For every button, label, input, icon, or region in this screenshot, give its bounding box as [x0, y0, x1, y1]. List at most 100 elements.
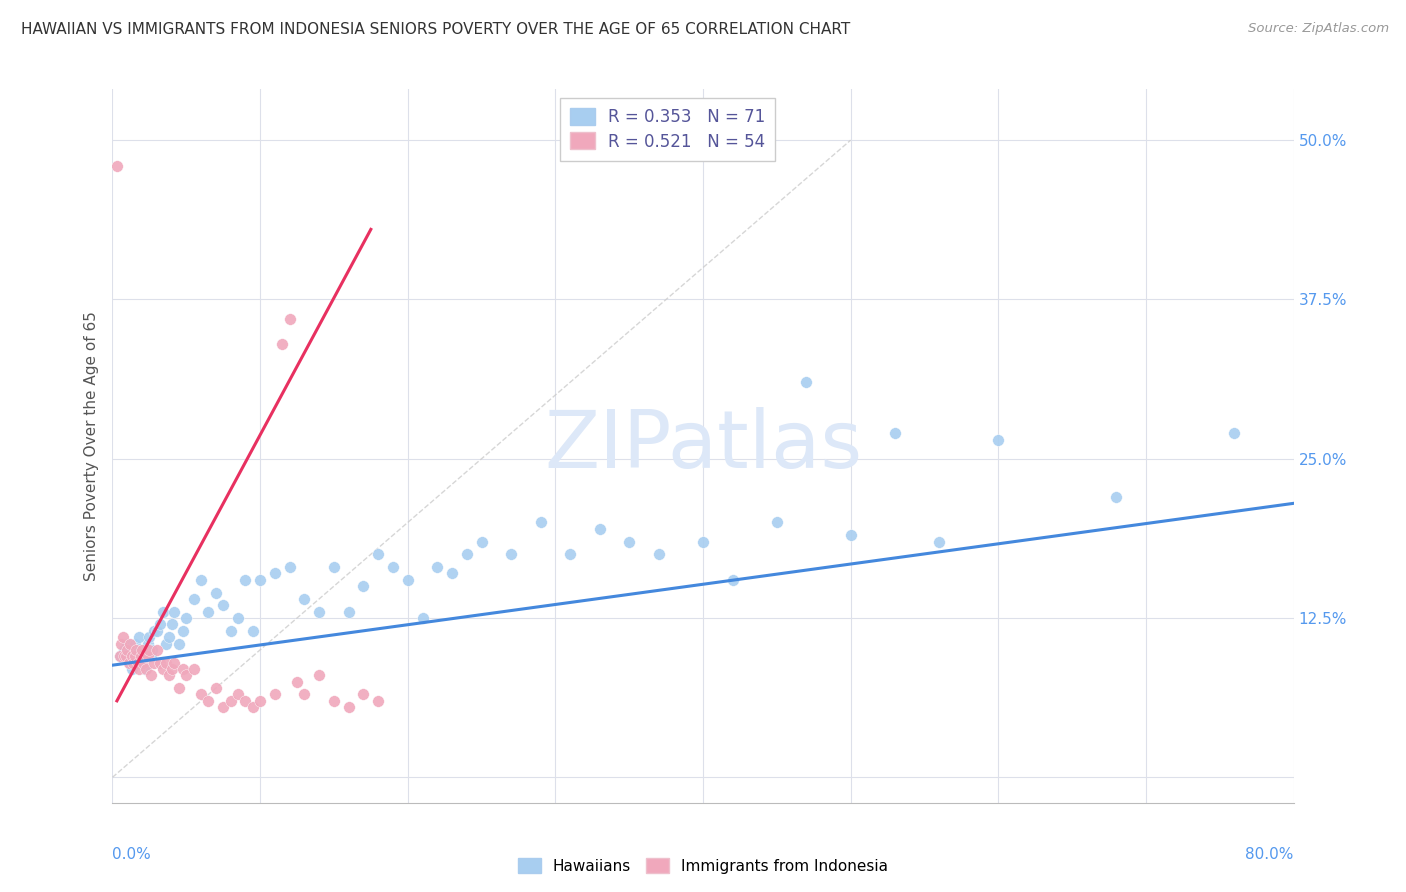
Point: [323, 694, 346, 708]
Point: [242, 700, 264, 714]
Point: [160, 662, 183, 676]
Point: [352, 579, 374, 593]
Point: [174, 668, 197, 682]
Point: [108, 649, 131, 664]
Point: [249, 573, 271, 587]
Point: [149, 617, 172, 632]
Point: [205, 681, 228, 695]
Point: [136, 636, 159, 650]
Point: [146, 624, 169, 638]
Point: [1223, 426, 1246, 441]
Point: [219, 694, 242, 708]
Point: [155, 636, 177, 650]
Point: [558, 547, 582, 561]
Point: [128, 630, 150, 644]
Point: [167, 681, 190, 695]
Point: [172, 662, 194, 676]
Point: [172, 624, 194, 638]
Point: [233, 694, 256, 708]
Point: [134, 662, 156, 676]
Point: [249, 694, 271, 708]
Point: [183, 662, 205, 676]
Point: [160, 617, 183, 632]
Point: [692, 534, 714, 549]
Point: [142, 624, 165, 638]
Point: [292, 591, 315, 606]
Point: [108, 649, 131, 664]
Y-axis label: Seniors Poverty Over the Age of 65: Seniors Poverty Over the Age of 65: [83, 311, 98, 581]
Point: [396, 573, 419, 587]
Point: [619, 534, 641, 549]
Text: 0.0%: 0.0%: [112, 847, 152, 863]
Point: [121, 649, 143, 664]
Point: [212, 599, 235, 613]
Point: [233, 573, 256, 587]
Point: [501, 547, 523, 561]
Text: HAWAIIAN VS IMMIGRANTS FROM INDONESIA SENIORS POVERTY OVER THE AGE OF 65 CORRELA: HAWAIIAN VS IMMIGRANTS FROM INDONESIA SE…: [21, 22, 851, 37]
Point: [122, 656, 145, 670]
Point: [139, 649, 162, 664]
Point: [129, 649, 152, 664]
Point: [588, 522, 610, 536]
Point: [197, 605, 219, 619]
Point: [264, 566, 287, 581]
Point: [456, 547, 478, 561]
Point: [124, 636, 146, 650]
Point: [278, 560, 301, 574]
Point: [114, 649, 136, 664]
Point: [337, 700, 360, 714]
Point: [163, 656, 186, 670]
Point: [766, 516, 789, 530]
Point: [138, 643, 160, 657]
Legend: R = 0.353   N = 71, R = 0.521   N = 54: R = 0.353 N = 71, R = 0.521 N = 54: [560, 97, 775, 161]
Point: [426, 560, 449, 574]
Point: [136, 649, 159, 664]
Point: [721, 573, 744, 587]
Point: [205, 585, 228, 599]
Point: [226, 611, 249, 625]
Point: [135, 662, 157, 676]
Point: [135, 649, 157, 664]
Point: [197, 694, 219, 708]
Point: [278, 311, 301, 326]
Point: [157, 630, 180, 644]
Point: [796, 376, 818, 390]
Point: [323, 560, 346, 574]
Point: [127, 656, 149, 670]
Point: [125, 643, 148, 657]
Point: [352, 688, 374, 702]
Point: [138, 630, 160, 644]
Point: [152, 662, 174, 676]
Point: [157, 668, 180, 682]
Point: [470, 534, 494, 549]
Point: [411, 611, 433, 625]
Point: [163, 605, 186, 619]
Point: [987, 433, 1010, 447]
Point: [121, 662, 143, 676]
Point: [839, 528, 862, 542]
Point: [120, 656, 142, 670]
Point: [117, 643, 138, 657]
Point: [149, 656, 172, 670]
Point: [134, 649, 156, 664]
Point: [146, 643, 169, 657]
Point: [122, 649, 145, 664]
Point: [155, 656, 177, 670]
Point: [308, 605, 330, 619]
Point: [212, 700, 235, 714]
Point: [367, 547, 389, 561]
Point: [292, 688, 315, 702]
Point: [183, 591, 205, 606]
Point: [226, 688, 249, 702]
Text: Source: ZipAtlas.com: Source: ZipAtlas.com: [1249, 22, 1389, 36]
Point: [124, 649, 146, 664]
Point: [132, 656, 155, 670]
Point: [112, 643, 135, 657]
Point: [112, 649, 135, 664]
Point: [127, 649, 149, 664]
Point: [337, 605, 360, 619]
Point: [141, 643, 163, 657]
Point: [174, 611, 197, 625]
Point: [105, 159, 128, 173]
Point: [125, 643, 148, 657]
